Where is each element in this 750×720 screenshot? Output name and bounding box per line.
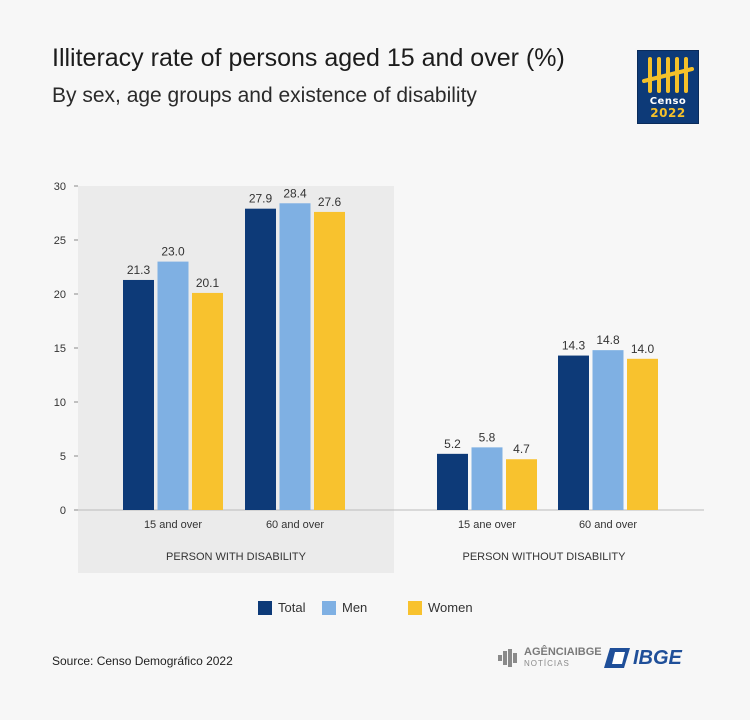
- legend-label: Total: [278, 600, 306, 615]
- category-label: 60 and over: [266, 519, 324, 531]
- censo-logo-year: 2022: [650, 106, 686, 120]
- bar: [592, 350, 624, 510]
- y-tick-label: 20: [54, 289, 66, 301]
- censo-tally-icon: [642, 57, 694, 93]
- bar: [157, 261, 189, 510]
- bar-value-label: 5.2: [444, 437, 461, 451]
- legend-swatch: [322, 600, 336, 615]
- bar: [314, 211, 345, 511]
- bar: [506, 459, 537, 510]
- bar-value-label: 14.8: [596, 333, 620, 347]
- bar-value-label: 23.0: [161, 245, 185, 259]
- group-label: PERSON WITH DISABILITY: [166, 551, 307, 563]
- bar-value-label: 27.6: [318, 195, 342, 209]
- chart-legend: Total Men Women: [0, 600, 750, 620]
- bar: [123, 279, 154, 510]
- agencia-mark-icon: [498, 649, 517, 667]
- chart-title: Illiteracy rate of persons aged 15 and o…: [52, 44, 565, 72]
- source-note: Source: Censo Demográfico 2022: [52, 654, 233, 668]
- bar: [471, 447, 503, 510]
- bar-value-label: 5.8: [479, 430, 496, 444]
- legend-swatch: [408, 600, 422, 615]
- bar-value-label: 21.3: [127, 263, 151, 277]
- category-label: 60 and over: [579, 519, 637, 531]
- bar: [627, 358, 658, 510]
- y-tick-label: 30: [54, 181, 66, 193]
- y-tick-label: 0: [60, 505, 66, 517]
- agencia-logo-subtitle: NOTÍCIAS: [524, 659, 570, 668]
- bar: [558, 355, 589, 510]
- bar: [279, 203, 311, 510]
- ibge-logo-text: IBGE: [633, 646, 682, 669]
- category-label: 15 and over: [144, 519, 202, 531]
- bar-value-label: 4.7: [513, 442, 530, 456]
- legend-label: Men: [342, 600, 368, 615]
- y-tick-label: 10: [54, 397, 66, 409]
- bar: [437, 453, 468, 510]
- legend-item-total: Total: [258, 600, 305, 615]
- category-label: 15 ane over: [458, 519, 516, 531]
- y-tick-label: 15: [54, 343, 66, 355]
- ibge-logo: IBGE: [604, 645, 682, 671]
- y-tick-label: 25: [54, 235, 66, 247]
- ibge-mark-icon: [604, 648, 630, 668]
- agencia-ibge-logo: AGÊNCIAIBGE NOTÍCIAS: [498, 645, 602, 671]
- legend-item-men: Men: [322, 600, 367, 615]
- bar-value-label: 14.0: [631, 342, 655, 356]
- bar-chart: 0 5 10 15 20 25 30 21.3 23.0 20.1 15 and over 27.9 2…: [54, 181, 704, 573]
- bar-value-label: 20.1: [196, 276, 220, 290]
- bar-value-label: 27.9: [249, 192, 273, 206]
- censo-logo-word: Censo: [649, 96, 687, 107]
- bar-value-label: 28.4: [283, 186, 307, 200]
- chart-subtitle: By sex, age groups and existence of disa…: [52, 84, 477, 107]
- group-label: PERSON WITHOUT DISABILITY: [463, 551, 627, 563]
- legend-swatch: [258, 600, 272, 615]
- legend-item-women: Women: [408, 600, 473, 615]
- agencia-logo-title: AGÊNCIAIBGE: [524, 646, 602, 658]
- bar-value-label: 14.3: [562, 339, 586, 353]
- bar: [245, 208, 276, 510]
- y-tick-label: 5: [60, 451, 66, 463]
- censo-logo: Censo 2022: [637, 50, 699, 124]
- bar: [192, 292, 223, 510]
- legend-label: Women: [428, 600, 473, 615]
